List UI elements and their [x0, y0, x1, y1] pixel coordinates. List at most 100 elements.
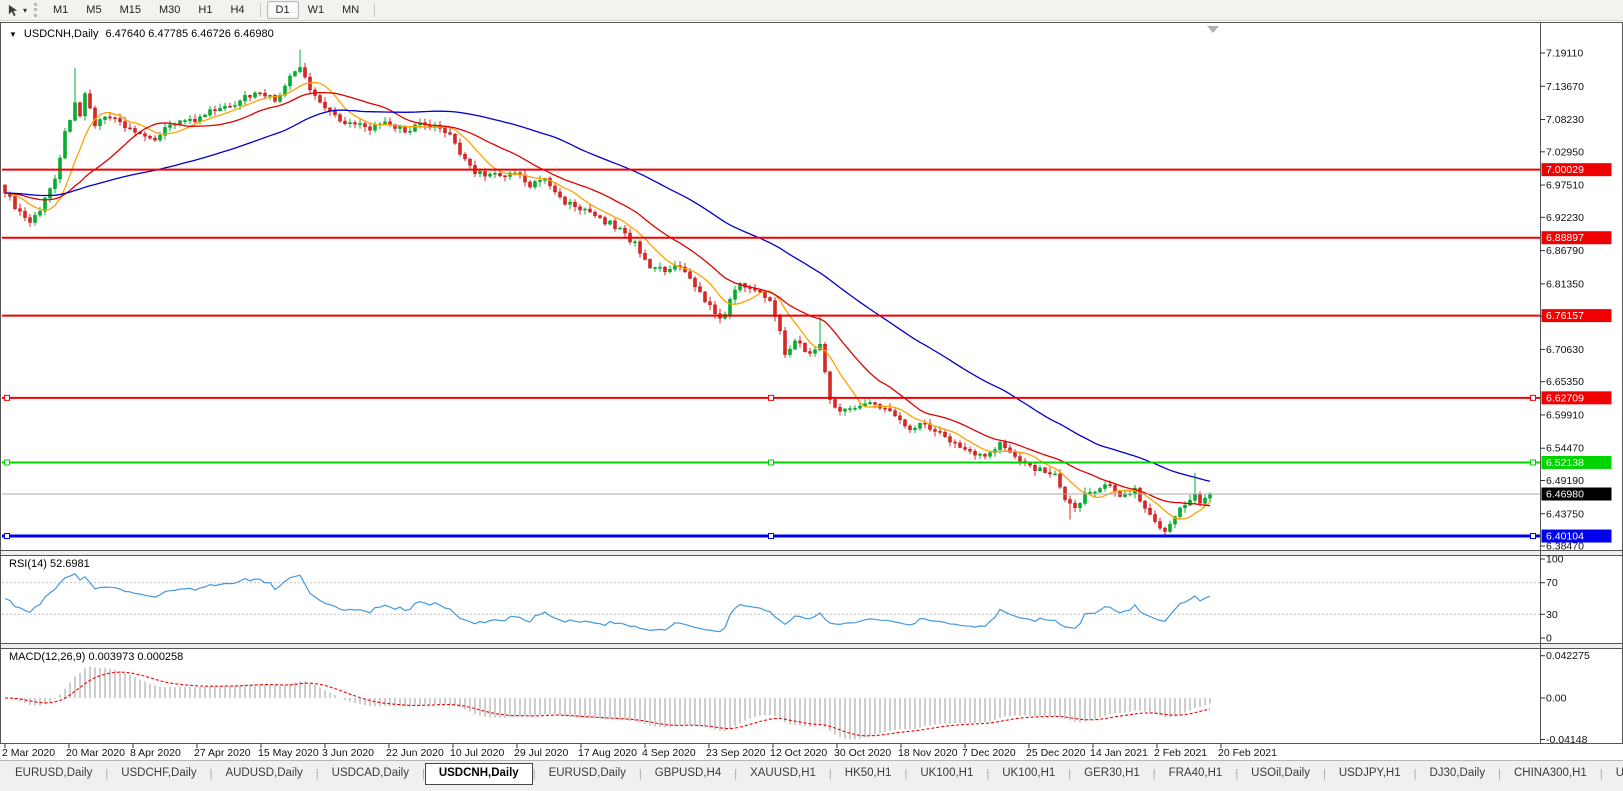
timeframe-button-w1[interactable]: W1 — [307, 4, 325, 16]
macd-indicator-label: MACD(12,26,9) 0.003973 0.000258 — [9, 651, 184, 663]
chart-tab-uk100-h1[interactable]: UK100,H1 — [920, 767, 974, 779]
timeframe-button-d1[interactable]: D1 — [266, 1, 299, 19]
svg-text:8 Apr 2020: 8 Apr 2020 — [130, 747, 181, 759]
svg-text:0: 0 — [1546, 633, 1552, 645]
price-level-badge-6.40104 — [1541, 529, 1612, 543]
svg-text:14 Jan 2021: 14 Jan 2021 — [1090, 747, 1148, 759]
svg-text:25 Dec 2020: 25 Dec 2020 — [1026, 747, 1086, 759]
svg-text:6.65350: 6.65350 — [1546, 376, 1584, 388]
timeframe-button-m5[interactable]: M5 — [86, 4, 102, 16]
chart-collapse-icon[interactable]: ▼ — [9, 29, 17, 39]
tab-separator: | — [209, 768, 213, 780]
rsi-line — [4, 573, 1211, 633]
line-handle[interactable] — [4, 394, 10, 401]
svg-text:6.38470: 6.38470 — [1546, 541, 1584, 553]
tab-separator: | — [1599, 768, 1603, 780]
svg-text:29 Jul 2020: 29 Jul 2020 — [514, 747, 568, 759]
line-handle[interactable] — [1530, 533, 1536, 540]
toolbar-separator — [374, 3, 376, 17]
timeframe-button-h4[interactable]: H4 — [230, 4, 245, 16]
chart-tab-usoil-[interactable]: USOil, — [1615, 767, 1623, 779]
indicator-axes: 100 70 30 0 0.042275 0.00 -0.04148 — [1540, 554, 1590, 746]
chart-tab-eurusd-daily[interactable]: EURUSD,Daily — [15, 767, 93, 779]
chart-tab-usoil-daily[interactable]: USOil,Daily — [1251, 767, 1310, 779]
chart-title-symbol: USDCNH,Daily — [23, 28, 99, 40]
chart-tab-ger30-h1[interactable]: GER30,H1 — [1084, 767, 1140, 779]
price-level-badge-6.52138 — [1541, 455, 1612, 469]
timeframe-button-m1[interactable]: M1 — [53, 4, 69, 16]
svg-text:12 Oct 2020: 12 Oct 2020 — [770, 747, 827, 759]
price-level-badge-7.00029 — [1541, 163, 1612, 177]
line-handle[interactable] — [4, 533, 10, 540]
svg-text:6.40104: 6.40104 — [1546, 531, 1584, 543]
svg-text:6.70630: 6.70630 — [1546, 344, 1584, 356]
toolbar-separator — [259, 3, 261, 17]
svg-text:6.88897: 6.88897 — [1546, 232, 1584, 244]
line-handle[interactable] — [768, 459, 774, 466]
timeframe-button-mn[interactable]: MN — [342, 4, 360, 16]
chart-tab-audusd-daily[interactable]: AUDUSD,Daily — [225, 767, 303, 779]
tab-separator: | — [1498, 768, 1501, 780]
svg-text:100: 100 — [1546, 554, 1564, 566]
svg-text:6.76157: 6.76157 — [1546, 310, 1584, 322]
chart-tab-usdjpy-h1[interactable]: USDJPY,H1 — [1338, 767, 1401, 779]
svg-text:18 Nov 2020: 18 Nov 2020 — [898, 747, 958, 759]
timeframe-button-h1[interactable]: H1 — [198, 4, 213, 16]
tab-separator: | — [828, 768, 832, 780]
svg-text:-0.04148: -0.04148 — [1546, 734, 1588, 746]
tab-separator: | — [986, 768, 990, 780]
svg-text:7.08230: 7.08230 — [1546, 114, 1584, 126]
chart-tab-usdcnh-daily[interactable]: USDCNH,Daily — [424, 763, 533, 785]
line-handle[interactable] — [768, 533, 774, 540]
svg-text:30: 30 — [1546, 609, 1558, 621]
timeframe-button-m15[interactable]: M15 — [119, 4, 141, 16]
chart-tab-usdcad-daily[interactable]: USDCAD,Daily — [331, 767, 409, 779]
chart-tab-bar: EURUSD,Daily | USDCHF,Daily | AUDUSD,Daily | U… — [0, 760, 1623, 791]
chart-tab-eurusd-daily[interactable]: EURUSD,Daily — [548, 767, 626, 779]
line-handle[interactable] — [1530, 394, 1536, 401]
tab-separator: | — [105, 768, 109, 780]
tab-separator: | — [1235, 768, 1239, 780]
chart-tab-usdchf-daily[interactable]: USDCHF,Daily — [121, 767, 197, 779]
chart-title-ohlc: 6.47640 6.47785 6.46726 6.46980 — [105, 28, 274, 40]
svg-text:6.59910: 6.59910 — [1546, 409, 1584, 421]
svg-text:10 Jul 2020: 10 Jul 2020 — [450, 747, 504, 759]
svg-text:7.00029: 7.00029 — [1546, 164, 1584, 176]
svg-text:6.92230: 6.92230 — [1546, 212, 1584, 224]
svg-text:7 Dec 2020: 7 Dec 2020 — [962, 747, 1016, 759]
cursor-tool-dropdown-icon[interactable]: ▾ — [23, 5, 28, 15]
svg-text:6.52138: 6.52138 — [1546, 457, 1584, 469]
chart-tab-gbpusd-h4[interactable]: GBPUSD,H4 — [654, 767, 722, 779]
chart-tab-uk100-h1[interactable]: UK100,H1 — [1002, 767, 1056, 779]
timeframe-button-m30[interactable]: M30 — [158, 4, 181, 16]
time-axis[interactable]: 2 Mar 2020 20 Mar 2020 8 Apr 2020 27 Apr 20… — [2, 743, 1277, 760]
svg-text:6.46980: 6.46980 — [1546, 489, 1584, 501]
svg-text:6.86790: 6.86790 — [1546, 245, 1584, 257]
timeframe-button-group: M1 M5 M15 M30 H1 H4 D1 W1 MN — [44, 1, 381, 19]
line-handle[interactable] — [768, 394, 774, 401]
cursor-tool-icon[interactable] — [4, 3, 22, 18]
tab-separator: | — [532, 768, 536, 780]
moving-average-ma-slow — [4, 109, 1211, 482]
svg-text:20 Mar 2020: 20 Mar 2020 — [66, 747, 125, 759]
line-handle[interactable] — [4, 459, 10, 466]
svg-text:0.00: 0.00 — [1546, 693, 1567, 705]
svg-text:23 Sep 2020: 23 Sep 2020 — [706, 747, 766, 759]
tab-separator: | — [421, 768, 425, 780]
chart-tab-hk50-h1[interactable]: HK50,H1 — [844, 767, 892, 779]
svg-text:6.54470: 6.54470 — [1546, 443, 1584, 455]
chart-tab-china300-h1[interactable]: CHINA300,H1 — [1513, 767, 1587, 779]
chart-tab-fra40-h1[interactable]: FRA40,H1 — [1168, 767, 1223, 779]
svg-text:27 Apr 2020: 27 Apr 2020 — [194, 747, 251, 759]
price-level-badge-6.88897 — [1541, 231, 1612, 245]
svg-text:7.02950: 7.02950 — [1546, 146, 1584, 158]
chart-tab-dj30-daily[interactable]: DJ30,Daily — [1429, 767, 1486, 779]
chart-shift-marker-icon[interactable] — [1207, 26, 1219, 33]
chart-tab-xauusd-h1[interactable]: XAUUSD,H1 — [750, 767, 816, 779]
line-handle[interactable] — [1530, 459, 1536, 466]
svg-text:7.19110: 7.19110 — [1546, 48, 1583, 60]
tab-separator: | — [1068, 768, 1072, 780]
current-price-badge — [1541, 487, 1612, 501]
tab-separator: | — [315, 768, 319, 780]
